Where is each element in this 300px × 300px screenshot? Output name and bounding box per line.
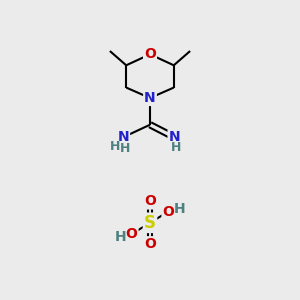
Text: H: H <box>171 141 181 154</box>
Text: H: H <box>119 142 130 155</box>
Text: O: O <box>144 47 156 61</box>
Text: N: N <box>169 130 180 144</box>
Text: O: O <box>144 194 156 208</box>
Text: S: S <box>144 214 156 232</box>
Text: H: H <box>174 202 185 216</box>
Text: H: H <box>110 140 120 153</box>
Text: N: N <box>144 91 156 105</box>
Text: O: O <box>163 205 174 218</box>
Text: H: H <box>115 230 126 244</box>
Text: O: O <box>144 237 156 251</box>
Text: N: N <box>117 130 129 144</box>
Text: O: O <box>126 227 137 241</box>
